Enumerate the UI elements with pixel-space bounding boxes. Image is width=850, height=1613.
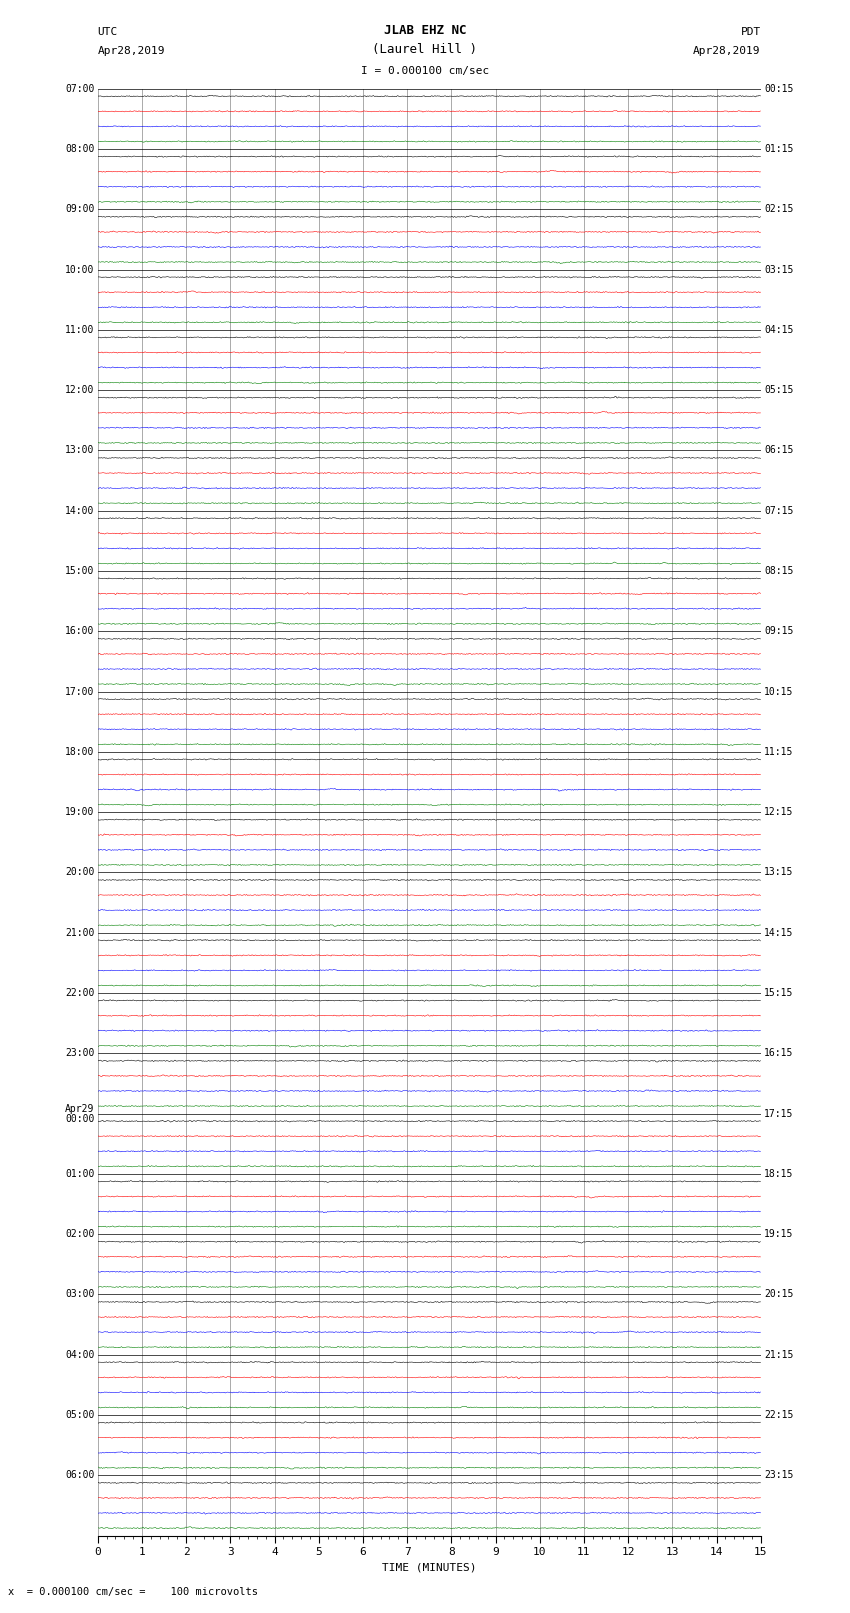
Text: 03:15: 03:15 bbox=[764, 265, 793, 274]
Text: 09:00: 09:00 bbox=[65, 205, 94, 215]
Text: 09:15: 09:15 bbox=[764, 626, 793, 636]
Text: 22:15: 22:15 bbox=[764, 1410, 793, 1419]
Text: 17:00: 17:00 bbox=[65, 687, 94, 697]
Text: Apr29: Apr29 bbox=[65, 1103, 94, 1113]
Text: 04:15: 04:15 bbox=[764, 324, 793, 336]
Text: x  = 0.000100 cm/sec =    100 microvolts: x = 0.000100 cm/sec = 100 microvolts bbox=[8, 1587, 258, 1597]
Text: 20:15: 20:15 bbox=[764, 1289, 793, 1300]
Text: 14:00: 14:00 bbox=[65, 506, 94, 516]
Text: 11:00: 11:00 bbox=[65, 324, 94, 336]
Text: 10:00: 10:00 bbox=[65, 265, 94, 274]
Text: 08:00: 08:00 bbox=[65, 144, 94, 153]
Text: 06:15: 06:15 bbox=[764, 445, 793, 455]
Text: 05:15: 05:15 bbox=[764, 386, 793, 395]
Text: 00:15: 00:15 bbox=[764, 84, 793, 94]
Text: 19:15: 19:15 bbox=[764, 1229, 793, 1239]
Text: 16:00: 16:00 bbox=[65, 626, 94, 636]
Text: PDT: PDT bbox=[740, 27, 761, 37]
Text: 02:15: 02:15 bbox=[764, 205, 793, 215]
Text: 10:15: 10:15 bbox=[764, 687, 793, 697]
Text: 13:00: 13:00 bbox=[65, 445, 94, 455]
Text: Apr28,2019: Apr28,2019 bbox=[98, 47, 165, 56]
Text: 02:00: 02:00 bbox=[65, 1229, 94, 1239]
Text: 04:00: 04:00 bbox=[65, 1350, 94, 1360]
Text: 15:15: 15:15 bbox=[764, 989, 793, 998]
Text: 14:15: 14:15 bbox=[764, 927, 793, 937]
Text: 21:15: 21:15 bbox=[764, 1350, 793, 1360]
X-axis label: TIME (MINUTES): TIME (MINUTES) bbox=[382, 1563, 477, 1573]
Text: 11:15: 11:15 bbox=[764, 747, 793, 756]
Text: (Laurel Hill ): (Laurel Hill ) bbox=[372, 44, 478, 56]
Text: 08:15: 08:15 bbox=[764, 566, 793, 576]
Text: 07:00: 07:00 bbox=[65, 84, 94, 94]
Text: 18:15: 18:15 bbox=[764, 1169, 793, 1179]
Text: 17:15: 17:15 bbox=[764, 1108, 793, 1118]
Text: 23:15: 23:15 bbox=[764, 1471, 793, 1481]
Text: 07:15: 07:15 bbox=[764, 506, 793, 516]
Text: 05:00: 05:00 bbox=[65, 1410, 94, 1419]
Text: 19:00: 19:00 bbox=[65, 806, 94, 818]
Text: 01:15: 01:15 bbox=[764, 144, 793, 153]
Text: 12:15: 12:15 bbox=[764, 806, 793, 818]
Text: JLAB EHZ NC: JLAB EHZ NC bbox=[383, 24, 467, 37]
Text: 13:15: 13:15 bbox=[764, 868, 793, 877]
Text: I = 0.000100 cm/sec: I = 0.000100 cm/sec bbox=[361, 66, 489, 76]
Text: 18:00: 18:00 bbox=[65, 747, 94, 756]
Text: 00:00: 00:00 bbox=[65, 1113, 94, 1124]
Text: 03:00: 03:00 bbox=[65, 1289, 94, 1300]
Text: 15:00: 15:00 bbox=[65, 566, 94, 576]
Text: 22:00: 22:00 bbox=[65, 989, 94, 998]
Text: Apr28,2019: Apr28,2019 bbox=[694, 47, 761, 56]
Text: 16:15: 16:15 bbox=[764, 1048, 793, 1058]
Text: UTC: UTC bbox=[98, 27, 118, 37]
Text: 20:00: 20:00 bbox=[65, 868, 94, 877]
Text: 06:00: 06:00 bbox=[65, 1471, 94, 1481]
Text: 23:00: 23:00 bbox=[65, 1048, 94, 1058]
Text: 12:00: 12:00 bbox=[65, 386, 94, 395]
Text: 21:00: 21:00 bbox=[65, 927, 94, 937]
Text: 01:00: 01:00 bbox=[65, 1169, 94, 1179]
